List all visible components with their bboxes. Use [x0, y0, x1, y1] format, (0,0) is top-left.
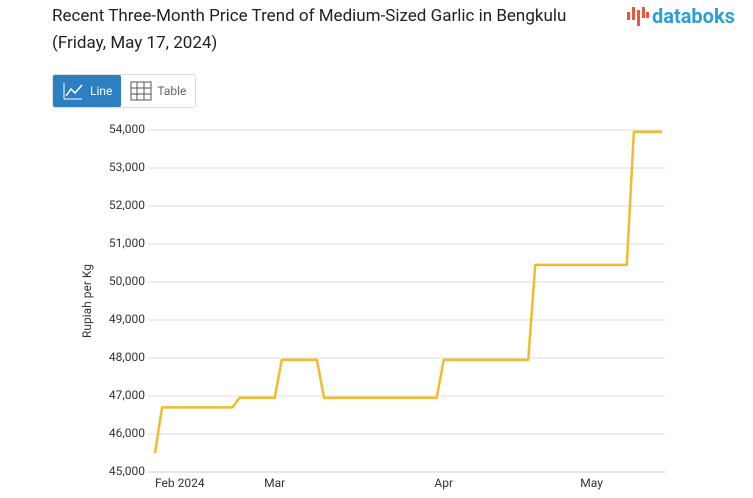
y-axis-label: Rupiah per Kg: [80, 264, 94, 338]
x-tick-label: May: [580, 476, 603, 490]
chart-title: Recent Three-Month Price Trend of Medium…: [52, 6, 567, 53]
y-tick-label: 47,000: [109, 388, 145, 402]
y-tick-label: 51,000: [109, 236, 145, 250]
line-icon: [63, 83, 83, 100]
table-button[interactable]: Table: [121, 75, 195, 107]
button-label: Table: [157, 84, 187, 98]
y-tick-label: 48,000: [109, 350, 145, 364]
price-line: [153, 130, 662, 454]
y-tick-label: 45,000: [109, 464, 145, 478]
table-icon: [130, 81, 152, 101]
view-toggle: Line Table: [52, 74, 197, 108]
x-tick-label: Feb 2024: [155, 476, 205, 490]
y-tick-label: 52,000: [109, 198, 145, 212]
logo-text: databoks: [652, 4, 735, 28]
button-label: Line: [90, 84, 113, 98]
line-button[interactable]: Line: [53, 75, 122, 107]
y-tick-label: 46,000: [109, 426, 145, 440]
logo[interactable]: databoks: [625, 2, 735, 30]
y-tick-label: 54,000: [109, 122, 145, 136]
y-tick-label: 50,000: [109, 274, 145, 288]
x-tick-label: Mar: [264, 476, 285, 490]
y-tick-label: 53,000: [109, 160, 145, 174]
logo-icon: [627, 7, 649, 26]
y-tick-label: 49,000: [109, 312, 145, 326]
x-tick-label: Apr: [434, 476, 453, 490]
